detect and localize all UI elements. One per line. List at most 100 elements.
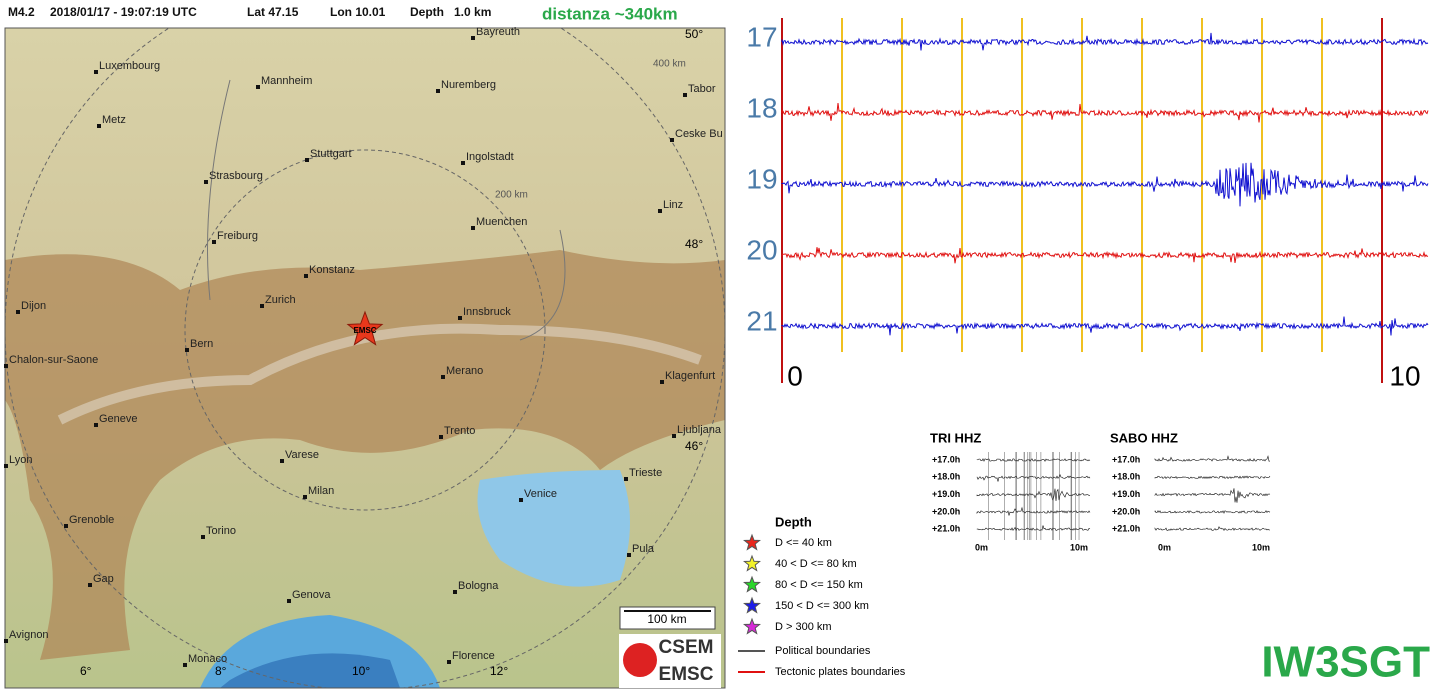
city-dot	[212, 240, 216, 244]
map	[5, 0, 725, 690]
city-label: Innsbruck	[463, 306, 511, 318]
logo-text: EMSC	[659, 664, 714, 685]
city-label: Bayreuth	[476, 26, 520, 38]
callsign: IW3SGT	[1261, 638, 1430, 687]
city-label: Muenchen	[476, 216, 527, 228]
city-label: Linz	[663, 199, 683, 211]
seismo-trace	[782, 163, 1428, 207]
axis-label: 10	[1389, 360, 1420, 391]
legend-label: Tectonic plates boundaries	[775, 666, 906, 678]
legend-label: 150 < D <= 300 km	[775, 600, 869, 612]
mini-trace	[977, 525, 1090, 530]
legend-star	[744, 577, 759, 592]
legend-star	[744, 598, 759, 613]
city-dot	[201, 535, 205, 539]
city-label: Zurich	[265, 294, 296, 306]
city-label: Trento	[444, 425, 475, 437]
city-label: Dijon	[21, 300, 46, 312]
plot-title: SABO HHZ	[1110, 430, 1178, 445]
mini-trace	[1155, 488, 1270, 502]
city-dot	[64, 524, 68, 528]
city-dot	[447, 660, 451, 664]
lon-label: 12°	[490, 664, 508, 678]
seismo-trace	[782, 103, 1428, 123]
row-label: +19.0h	[932, 489, 960, 499]
axis-label: 0	[787, 360, 803, 391]
datetime: 2018/01/17 - 19:07:19 UTC	[50, 5, 197, 19]
mini-trace	[977, 475, 1090, 482]
city-label: Mannheim	[261, 75, 312, 87]
city-label: Strasbourg	[209, 170, 263, 182]
city-dot	[256, 85, 260, 89]
city-dot	[660, 380, 664, 384]
city-label: Milan	[308, 485, 334, 497]
city-label: Torino	[206, 525, 236, 537]
city-dot	[627, 553, 631, 557]
lat-label: 46°	[685, 439, 703, 453]
seismo-trace	[782, 247, 1428, 263]
hour-label: 19	[746, 163, 777, 194]
scale-label: 100 km	[647, 612, 686, 626]
city-label: Merano	[446, 365, 483, 377]
plot-title: TRI HHZ	[930, 430, 981, 445]
city-label: Klagenfurt	[665, 370, 715, 382]
city-dot	[204, 180, 208, 184]
city-dot	[280, 459, 284, 463]
mini-trace	[977, 508, 1090, 516]
city-label: Nuremberg	[441, 79, 496, 91]
city-dot	[287, 599, 291, 603]
legend-star	[744, 619, 759, 634]
city-label: Metz	[102, 114, 126, 126]
city-dot	[304, 274, 308, 278]
axis-label: 10m	[1070, 542, 1088, 552]
city-label: Ingolstadt	[466, 151, 514, 163]
mini-trace	[1155, 527, 1270, 531]
lat-label: 50°	[685, 27, 703, 41]
legend-star	[744, 556, 759, 571]
row-label: +21.0h	[1112, 524, 1140, 534]
legend-label: D <= 40 km	[775, 537, 832, 549]
city-label: Tabor	[688, 83, 716, 95]
hour-label: 21	[746, 305, 777, 336]
city-dot	[670, 138, 674, 142]
latitude: Lat 47.15	[247, 5, 299, 19]
hour-label: 18	[746, 92, 777, 123]
row-label: +19.0h	[1112, 489, 1140, 499]
lon-label: 10°	[352, 664, 370, 678]
city-label: Pula	[632, 543, 655, 555]
city-label: Gap	[93, 573, 114, 585]
city-dot	[436, 89, 440, 93]
hour-label: 20	[746, 234, 777, 265]
logo-text: CSEM	[659, 637, 714, 658]
city-dot	[94, 70, 98, 74]
row-label: +20.0h	[1112, 506, 1140, 516]
mini-trace	[1155, 476, 1270, 478]
city-dot	[658, 209, 662, 213]
city-label: Grenoble	[69, 514, 114, 526]
city-dot	[683, 93, 687, 97]
mini-trace	[1155, 511, 1270, 513]
city-dot	[303, 495, 307, 499]
city-label: Lyon	[9, 454, 32, 466]
city-dot	[97, 124, 101, 128]
legend-star	[744, 535, 759, 550]
city-dot	[624, 477, 628, 481]
city-dot	[305, 158, 309, 162]
mini-trace	[977, 459, 1090, 461]
city-dot	[94, 423, 98, 427]
city-label: Luxembourg	[99, 60, 160, 72]
city-label: Chalon-sur-Saone	[9, 354, 98, 366]
ring-label: 200 km	[495, 190, 528, 201]
city-label: Geneve	[99, 413, 138, 425]
ring-label: 400 km	[653, 59, 686, 70]
legend-label: D > 300 km	[775, 621, 832, 633]
epicenter-label: EMSC	[353, 326, 376, 335]
city-dot	[471, 36, 475, 40]
city-dot	[461, 161, 465, 165]
city-dot	[441, 375, 445, 379]
lon-label: 6°	[80, 664, 92, 678]
legend-label: 40 < D <= 80 km	[775, 558, 857, 570]
city-label: Bologna	[458, 580, 499, 592]
longitude: Lon 10.01	[330, 5, 386, 19]
axis-label: 0m	[975, 542, 988, 552]
